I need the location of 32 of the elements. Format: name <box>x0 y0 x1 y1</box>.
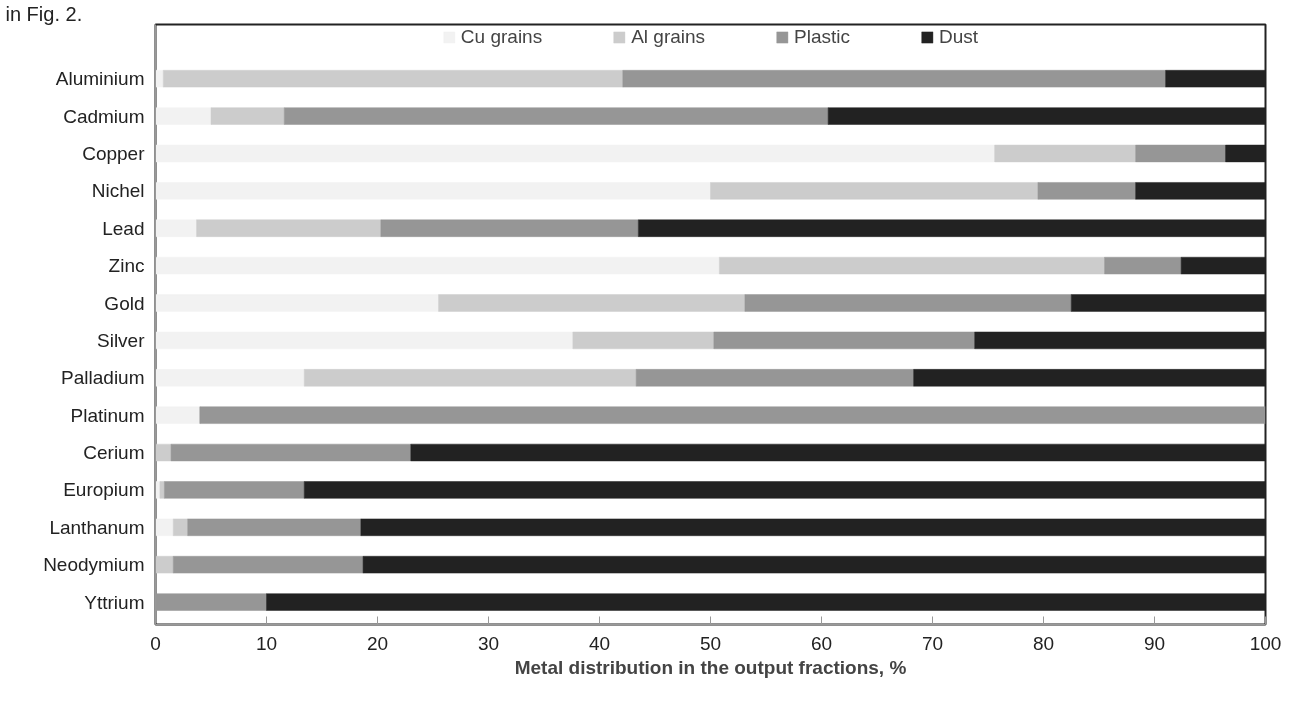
x-tick-label: 70 <box>921 632 944 654</box>
y-tick-label: Cerium <box>83 442 145 464</box>
legend-label: Al grains <box>631 26 706 48</box>
x-axis-title: Metal distribution in the output fractions, % <box>514 656 907 678</box>
legend-label: Dust <box>939 26 979 48</box>
x-tick-label: 0 <box>150 632 161 654</box>
y-tick-label: Copper <box>82 142 146 164</box>
y-tick-label: Cadmium <box>63 105 145 127</box>
x-tick-label: 60 <box>810 632 833 654</box>
x-tick-label: 40 <box>588 632 611 654</box>
legend-label: Plastic <box>794 26 851 48</box>
x-tick-label: 90 <box>1143 632 1166 654</box>
x-tick-label: 80 <box>1032 632 1055 654</box>
y-tick-label: Lanthanum <box>49 516 145 538</box>
y-tick-label: Lead <box>102 217 145 239</box>
x-tick-label: 10 <box>255 632 278 654</box>
y-tick-label: Zinc <box>108 255 145 277</box>
x-tick-label: 20 <box>366 632 389 654</box>
x-tick-label: 100 <box>1249 632 1282 654</box>
y-tick-label: Silver <box>96 329 146 351</box>
x-tick-label: 50 <box>699 632 722 654</box>
y-tick-label: Nichel <box>91 180 145 202</box>
legend-label: Cu grains <box>460 26 543 48</box>
y-tick-label: Neodymium <box>43 554 145 576</box>
y-tick-label: Aluminium <box>55 68 145 90</box>
text: in Fig. 2. <box>5 2 83 25</box>
y-tick-label: Europium <box>63 479 145 501</box>
y-tick-label: Palladium <box>61 367 145 389</box>
x-tick-label: 30 <box>477 632 500 654</box>
y-tick-label: Yttrium <box>84 591 145 613</box>
y-tick-label: Gold <box>104 292 145 314</box>
y-tick-label: Platinum <box>70 404 145 426</box>
